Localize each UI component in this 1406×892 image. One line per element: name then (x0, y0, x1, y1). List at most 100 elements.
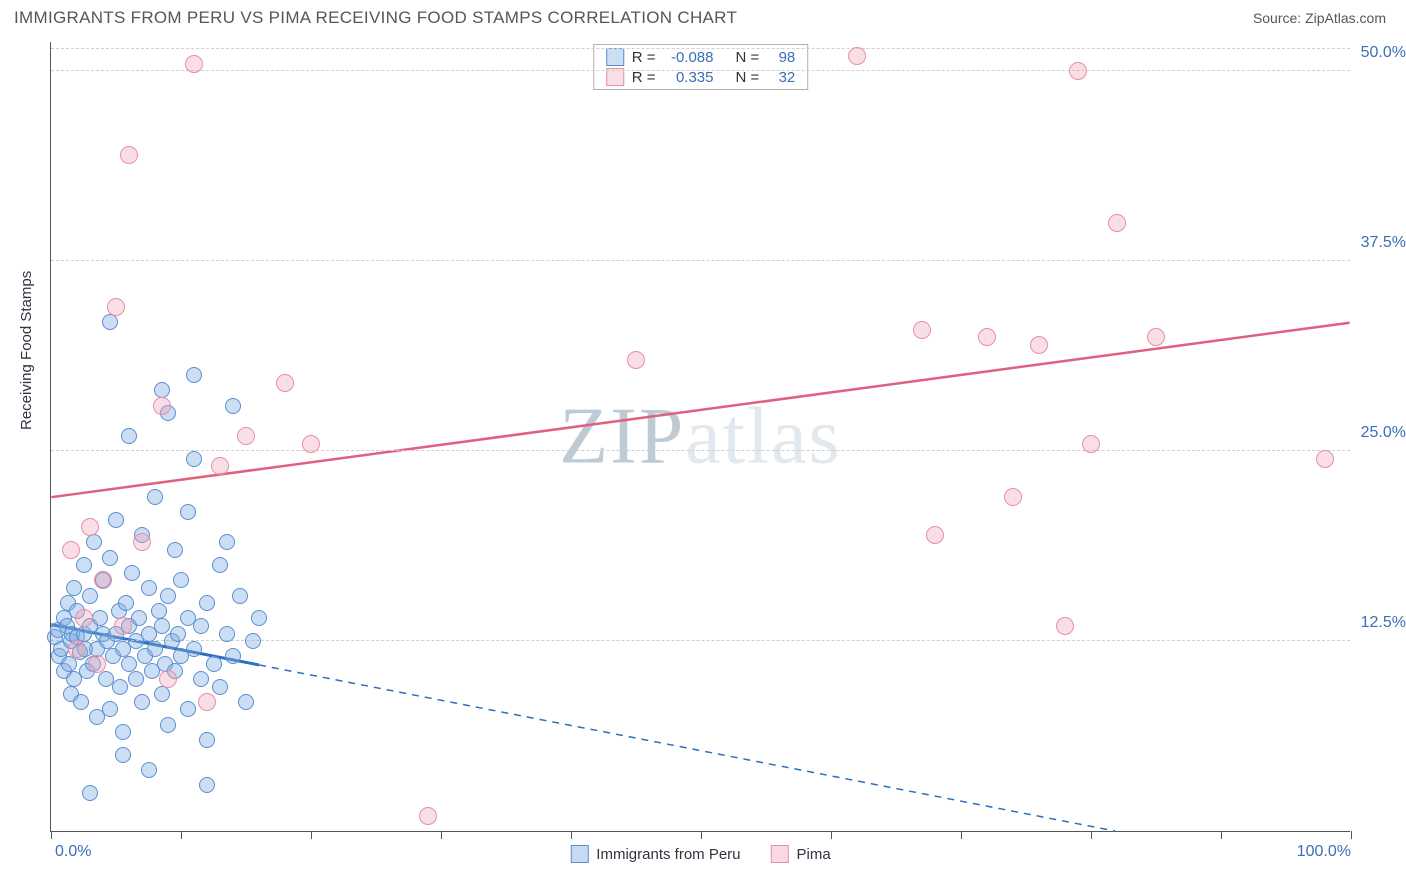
grid-line (51, 450, 1350, 451)
grid-line (51, 70, 1350, 71)
data-point (212, 557, 228, 573)
data-point (134, 694, 150, 710)
data-point (225, 398, 241, 414)
x-tick (961, 831, 962, 839)
data-point (913, 321, 931, 339)
legend-label: Pima (797, 846, 831, 863)
data-point (128, 671, 144, 687)
x-tick-label: 100.0% (1297, 843, 1351, 861)
x-tick (441, 831, 442, 839)
data-point (160, 717, 176, 733)
x-tick (1351, 831, 1352, 839)
x-tick (181, 831, 182, 839)
y-tick-label: 12.5% (1354, 614, 1406, 632)
data-point (1108, 214, 1126, 232)
data-point (206, 656, 222, 672)
data-point (185, 55, 203, 73)
data-point (848, 47, 866, 65)
x-tick (311, 831, 312, 839)
legend-r-label: R = (632, 49, 656, 66)
data-point (302, 435, 320, 453)
data-point (193, 671, 209, 687)
data-point (219, 626, 235, 642)
grid-line (51, 48, 1350, 49)
data-point (212, 679, 228, 695)
y-axis-title: Receiving Food Stamps (18, 271, 35, 430)
trend-line-extrapolated (259, 665, 1115, 831)
data-point (112, 679, 128, 695)
data-point (1069, 62, 1087, 80)
data-point (238, 694, 254, 710)
data-point (92, 610, 108, 626)
data-point (141, 762, 157, 778)
data-point (219, 534, 235, 550)
data-point (81, 518, 99, 536)
data-point (180, 504, 196, 520)
legend-swatch (606, 48, 624, 66)
legend-swatch (570, 845, 588, 863)
data-point (76, 557, 92, 573)
y-tick-label: 50.0% (1354, 44, 1406, 62)
data-point (251, 610, 267, 626)
data-point (978, 328, 996, 346)
data-point (107, 298, 125, 316)
data-point (1056, 617, 1074, 635)
legend-entry: Immigrants from Peru (570, 845, 740, 863)
data-point (115, 747, 131, 763)
legend-n-label: N = (736, 49, 760, 66)
data-point (186, 451, 202, 467)
data-point (82, 588, 98, 604)
data-point (94, 571, 112, 589)
data-point (114, 617, 132, 635)
data-point (1147, 328, 1165, 346)
data-point (121, 428, 137, 444)
chart-header: IMMIGRANTS FROM PERU VS PIMA RECEIVING F… (0, 0, 1406, 32)
x-tick (51, 831, 52, 839)
data-point (276, 374, 294, 392)
data-point (419, 807, 437, 825)
data-point (121, 656, 137, 672)
data-point (170, 626, 186, 642)
data-point (193, 618, 209, 634)
data-point (102, 701, 118, 717)
data-point (198, 693, 216, 711)
data-point (186, 367, 202, 383)
data-point (199, 777, 215, 793)
data-point (141, 580, 157, 596)
data-point (211, 457, 229, 475)
trend-line (51, 323, 1349, 497)
data-point (147, 641, 163, 657)
data-point (245, 633, 261, 649)
data-point (186, 641, 202, 657)
chart-source: Source: ZipAtlas.com (1253, 10, 1386, 26)
data-point (68, 640, 86, 658)
legend-n-value: 98 (767, 49, 795, 66)
data-point (115, 724, 131, 740)
legend-label: Immigrants from Peru (596, 846, 740, 863)
data-point (237, 427, 255, 445)
data-point (173, 572, 189, 588)
source-link[interactable]: ZipAtlas.com (1305, 10, 1386, 26)
scatter-chart: ZIPatlas R =-0.088N =98R =0.335N =32 Imm… (50, 42, 1350, 832)
data-point (73, 694, 89, 710)
data-point (120, 146, 138, 164)
data-point (118, 595, 134, 611)
data-point (160, 588, 176, 604)
data-point (225, 648, 241, 664)
chart-title: IMMIGRANTS FROM PERU VS PIMA RECEIVING F… (14, 8, 737, 28)
data-point (1004, 488, 1022, 506)
data-point (102, 550, 118, 566)
y-tick-label: 37.5% (1354, 234, 1406, 252)
data-point (133, 533, 151, 551)
grid-line (51, 260, 1350, 261)
data-point (1030, 336, 1048, 354)
data-point (180, 701, 196, 717)
data-point (1316, 450, 1334, 468)
x-tick-label: 0.0% (55, 843, 91, 861)
series-legend: Immigrants from Peru Pima (570, 845, 830, 863)
data-point (232, 588, 248, 604)
data-point (124, 565, 140, 581)
watermark: ZIPatlas (559, 391, 842, 482)
data-point (926, 526, 944, 544)
x-tick (1091, 831, 1092, 839)
